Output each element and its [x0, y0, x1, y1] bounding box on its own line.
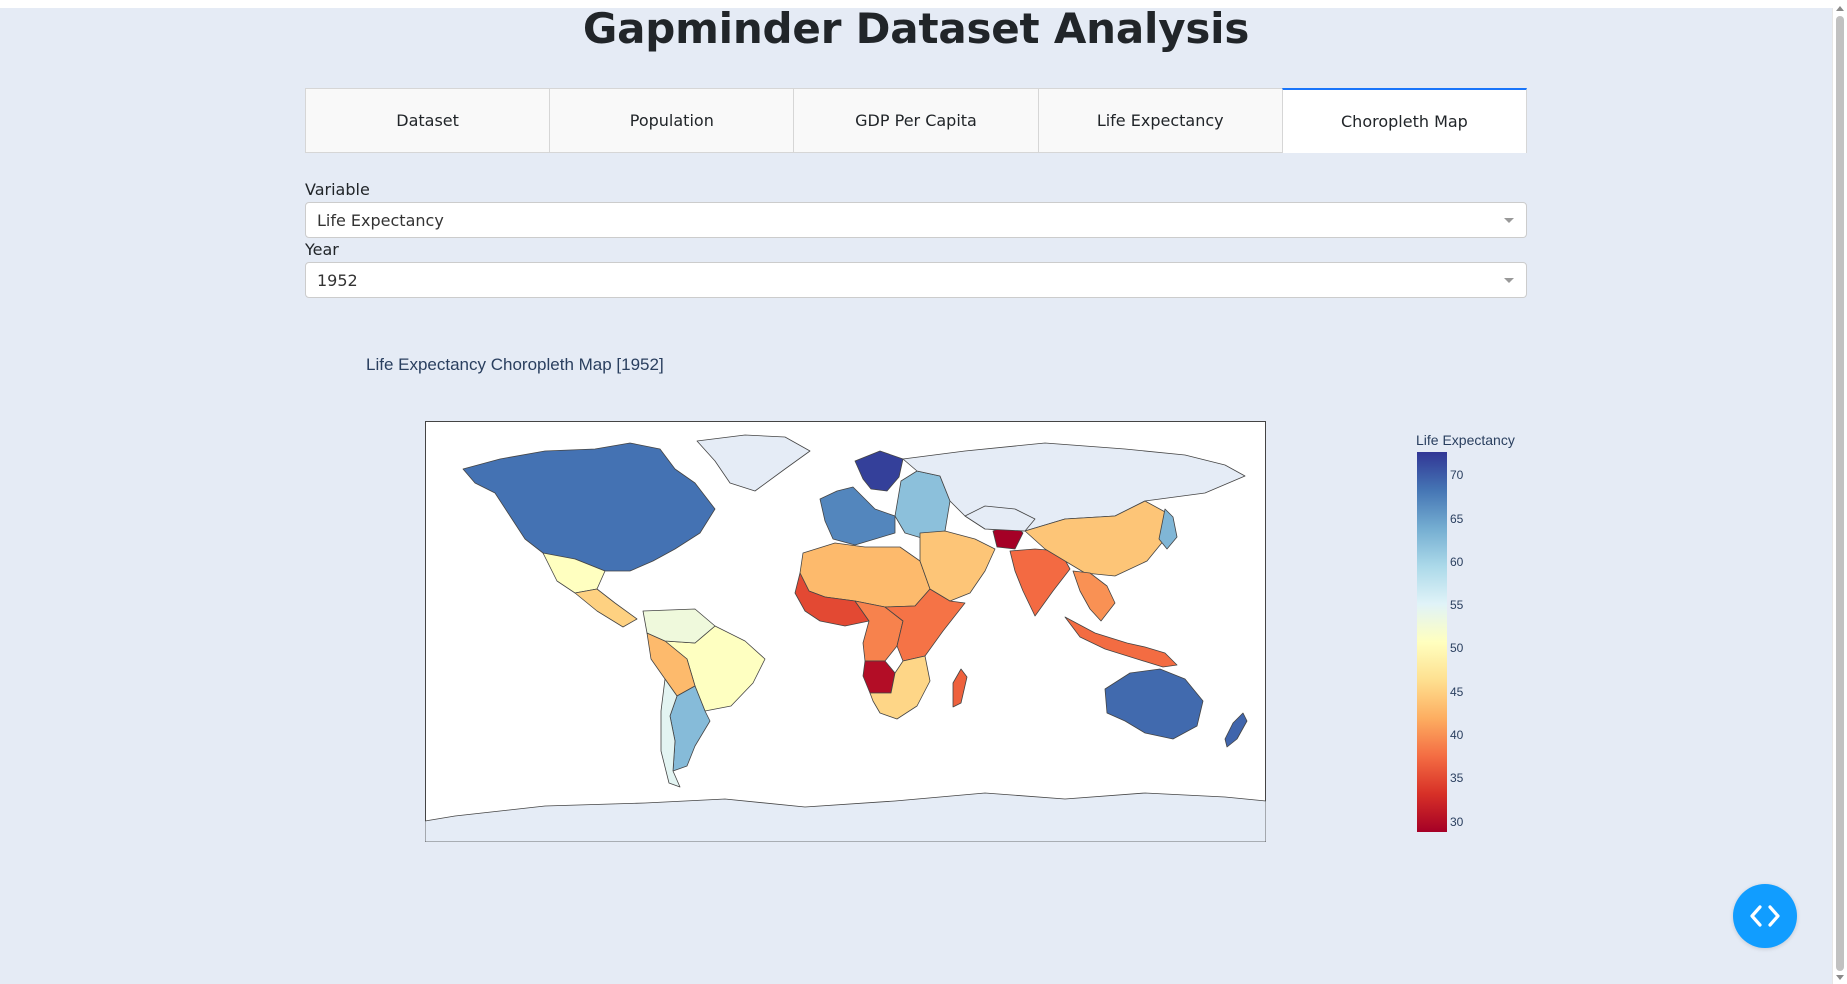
chevron-down-icon[interactable]: [1504, 218, 1514, 223]
tab-population[interactable]: Population: [549, 88, 794, 153]
map-region-west-africa[interactable]: [794, 572, 870, 627]
tab-choropleth-map[interactable]: Choropleth Map: [1281, 88, 1528, 153]
colorbar-tick-label: 70: [1450, 468, 1464, 483]
colorbar-tick-label: 45: [1450, 684, 1464, 699]
scrollbar-thumb[interactable]: [1836, 16, 1844, 971]
chart-title: Life Expectancy Choropleth Map [1952]: [366, 355, 664, 374]
map-region-canada-usa[interactable]: [462, 442, 716, 572]
code-brackets-icon: [1750, 905, 1780, 927]
colorbar-tick-label: 55: [1450, 598, 1464, 613]
map-region-antarctica[interactable]: [425, 792, 1266, 842]
colorbar-tick-label: 60: [1450, 554, 1464, 569]
tab-dataset[interactable]: Dataset: [305, 88, 550, 153]
map-region-greenland[interactable]: [696, 434, 811, 492]
map-region-australia[interactable]: [1104, 668, 1204, 740]
window-top-strip: [0, 0, 1847, 8]
choropleth-map[interactable]: [425, 421, 1266, 842]
year-selected-value: 1952: [317, 270, 358, 290]
colorbar-tick-label: 35: [1450, 771, 1464, 786]
map-region-chile[interactable]: [660, 678, 681, 788]
map-region-colombia-venezuela[interactable]: [642, 608, 716, 644]
tab-life-expectancy[interactable]: Life Expectancy: [1037, 88, 1282, 153]
map-svg[interactable]: [425, 421, 1266, 842]
page-title: Gapminder Dataset Analysis: [582, 4, 1250, 53]
map-region-middle-east[interactable]: [919, 530, 996, 602]
scroll-up-arrow-icon[interactable]: [1836, 6, 1844, 11]
year-dropdown[interactable]: 1952: [305, 262, 1527, 298]
page-scrollbar[interactable]: [1832, 6, 1847, 984]
map-region-indonesia[interactable]: [1064, 616, 1178, 668]
map-region-western-europe[interactable]: [819, 486, 896, 546]
year-label: Year: [305, 240, 339, 259]
colorbar-title: Life Expectancy: [1416, 432, 1515, 448]
dash-debug-button[interactable]: [1733, 884, 1797, 948]
map-region-kazakhstan-central-asia[interactable]: [964, 505, 1036, 532]
map-region-central-america[interactable]: [574, 588, 638, 628]
map-region-japan[interactable]: [1158, 508, 1178, 550]
map-region-new-zealand[interactable]: [1224, 712, 1248, 748]
scroll-down-arrow-icon[interactable]: [1836, 975, 1844, 980]
colorbar-tick-label: 50: [1450, 641, 1464, 656]
map-region-india[interactable]: [1009, 548, 1071, 617]
map-region-china[interactable]: [1024, 500, 1168, 577]
variable-selected-value: Life Expectancy: [317, 210, 444, 230]
map-region-southern-africa[interactable]: [869, 655, 931, 720]
tab-bar: Dataset Population GDP Per Capita Life E…: [305, 88, 1528, 153]
colorbar-tick-label: 30: [1450, 814, 1464, 829]
colorbar-tick-label: 40: [1450, 728, 1464, 743]
variable-dropdown[interactable]: Life Expectancy: [305, 202, 1527, 238]
map-region-southeast-asia[interactable]: [1072, 570, 1116, 622]
colorbar: [1417, 452, 1447, 832]
map-region-east-africa[interactable]: [884, 588, 966, 662]
map-region-scandinavia[interactable]: [854, 450, 904, 492]
map-region-madagascar[interactable]: [952, 668, 968, 708]
colorbar-tick-label: 65: [1450, 511, 1464, 526]
tab-gdp-per-capita[interactable]: GDP Per Capita: [793, 88, 1038, 153]
variable-label: Variable: [305, 180, 370, 199]
chevron-down-icon[interactable]: [1504, 278, 1514, 283]
